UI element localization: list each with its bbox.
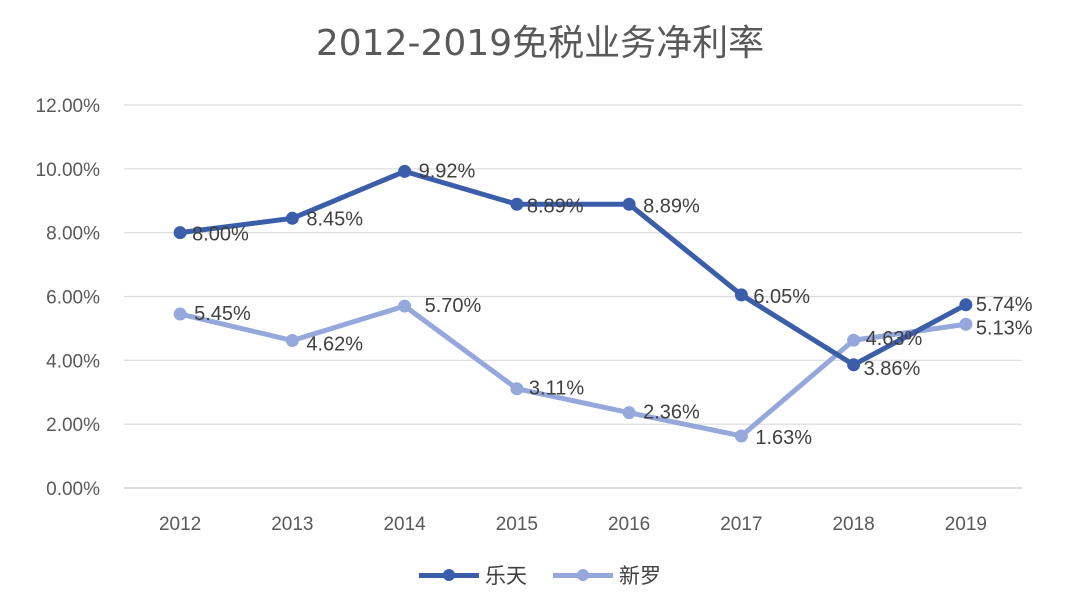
data-label: 5.70% [425, 295, 482, 317]
legend: 乐天 新罗 [0, 560, 1080, 590]
data-point [398, 164, 412, 178]
data-point [734, 429, 748, 443]
y-tick-label: 2.00% [46, 415, 100, 436]
legend-label-lotte: 乐天 [485, 564, 527, 588]
legend-swatch-lotte [419, 565, 479, 585]
y-tick-label: 4.00% [46, 351, 100, 372]
data-label: 2.36% [643, 402, 700, 424]
data-point [622, 406, 636, 420]
y-tick-label: 6.00% [46, 288, 100, 309]
data-point [734, 288, 748, 302]
x-tick-label: 2013 [271, 514, 313, 535]
data-label: 3.86% [864, 358, 921, 380]
y-axis-ticks: 0.00% 2.00% 4.00% 6.00% 8.00% 10.00% 12.00% [36, 96, 101, 500]
data-point [510, 382, 524, 396]
chart-title: 2012-2019免税业务净利率 [315, 23, 765, 64]
data-label: 9.92% [419, 160, 476, 182]
x-tick-label: 2019 [945, 514, 987, 535]
y-tick-label: 12.00% [36, 96, 101, 117]
series-points [173, 164, 973, 443]
data-label: 5.13% [976, 317, 1033, 339]
data-label: 4.62% [306, 334, 363, 356]
x-tick-label: 2014 [383, 514, 426, 535]
data-label: 8.89% [643, 195, 700, 217]
legend-item-shilla: 新罗 [553, 560, 661, 590]
data-label: 1.63% [755, 427, 812, 449]
data-point [847, 333, 861, 347]
y-tick-label: 0.00% [46, 479, 100, 500]
data-label: 3.11% [529, 378, 584, 400]
data-label: 8.00% [192, 224, 249, 246]
data-label: 6.05% [753, 286, 810, 308]
data-point [510, 197, 524, 211]
data-point [847, 358, 861, 372]
data-point [959, 317, 973, 331]
data-label: 8.89% [527, 195, 584, 217]
x-tick-label: 2015 [496, 514, 538, 535]
series-line-lotte [177, 168, 969, 368]
x-tick-label: 2017 [720, 514, 762, 535]
x-tick-label: 2012 [159, 514, 201, 535]
x-tick-label: 2018 [832, 514, 874, 535]
data-point [622, 197, 636, 211]
legend-item-lotte: 乐天 [419, 560, 527, 590]
legend-label-shilla: 新罗 [619, 564, 661, 588]
data-point [398, 299, 412, 313]
x-tick-label: 2016 [608, 514, 650, 535]
data-point [285, 211, 299, 225]
gridlines [124, 104, 1022, 489]
y-tick-label: 10.00% [36, 160, 101, 181]
data-point [173, 307, 187, 321]
series-line-shilla [177, 303, 969, 439]
data-label: 5.45% [194, 303, 251, 325]
data-point [173, 226, 187, 240]
data-labels: 5.45% 4.62% 5.70% 3.11% 2.36% 1.63% 4.63% 5.13%… [192, 160, 1033, 449]
legend-swatch-shilla [553, 565, 613, 585]
data-point [959, 298, 973, 312]
series-lines [177, 168, 969, 439]
data-point [285, 334, 299, 348]
data-label: 5.74% [976, 294, 1033, 316]
x-axis-ticks: 2012 2013 2014 2015 2016 2017 2018 2019 [159, 514, 987, 535]
data-label: 4.63% [866, 328, 923, 350]
y-tick-label: 8.00% [46, 224, 100, 245]
data-label: 8.45% [306, 208, 363, 230]
